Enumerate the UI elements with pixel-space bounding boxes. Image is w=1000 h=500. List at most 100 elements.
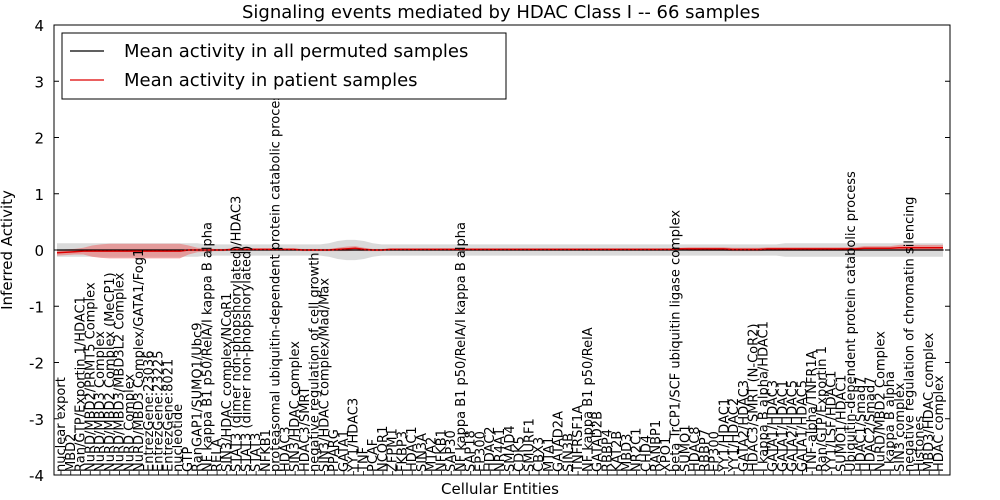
x-tick-label: CDK5 xyxy=(513,436,528,472)
x-tick-label: NFKB1 xyxy=(435,429,450,472)
x-tick-label: YY1/HDAC3 xyxy=(347,398,362,473)
x-tick-label: SIN3/HDAC complex/NCoR1 xyxy=(220,293,235,472)
x-tick-label: SIN3A xyxy=(415,433,430,472)
y-tick-label: 4 xyxy=(34,17,44,35)
x-tick-label: YY1/HDAC1 xyxy=(717,398,732,473)
x-tick-label: TNF xyxy=(356,447,371,473)
y-axis-ticks: -4 -3 -2 -1 0 1 2 3 4 xyxy=(29,17,950,485)
y-tick-label: -4 xyxy=(29,467,44,485)
x-tick-label: HDAC2/Smad7 xyxy=(864,377,879,472)
x-tick-label: XPO1 xyxy=(659,437,674,472)
x-tick-label: RanGAP1/SUMO1/Ubc9 xyxy=(191,323,206,472)
x-tick-label: NFKB1 xyxy=(259,429,274,472)
x-tick-label: SIN3/HDAC complex/Mad/Max xyxy=(317,278,332,472)
x-tick-label: SMURF1 xyxy=(522,418,537,472)
x-tick-label: NF kappa B1 p50/RelA/I kappa B alpha xyxy=(454,222,469,472)
band-patient xyxy=(57,243,943,259)
x-tick-label: GATAD2A xyxy=(552,411,567,472)
x-tick-label: HDAC complex xyxy=(932,375,947,472)
x-tick-label: STAT3 (dimer non-phopshorylated)/HDAC3 xyxy=(230,196,245,472)
x-tick-label: NuRD/MBD3 Complex/GATA1/Fog1 xyxy=(132,249,147,472)
x-tick-label: NuRD/MBD2/PRMT5 Complex xyxy=(83,282,98,472)
x-tick-label: Ran/GTP/Exportin 1/HDAC1 xyxy=(74,296,89,472)
x-tick-label: HDAC1 xyxy=(405,426,420,472)
x-tick-label: GATA2/HDAC3 xyxy=(737,380,752,472)
x-tick-label: HDAC3 xyxy=(278,426,293,472)
x-tick-label: EP300 xyxy=(708,431,723,472)
x-axis-label: Cellular Entities xyxy=(441,480,559,498)
y-tick-label: -1 xyxy=(29,298,44,316)
x-tick-label: GATA2/HDAC5 xyxy=(786,380,801,472)
x-tick-label: GATA1/HDAC3 xyxy=(766,380,781,472)
x-tick-label: Ubiquitin-dependent protein catabolic pr… xyxy=(844,171,859,472)
legend-label-permuted: Mean activity in all permuted samples xyxy=(124,41,468,62)
x-tick-label: SUMO1/HDAC1 xyxy=(834,375,849,472)
x-tick-label: EntrezGene:8021 xyxy=(161,359,176,472)
x-tick-label: NuRD/MBD3/MBD3L2 Complex xyxy=(113,272,128,472)
x-tick-label: HDAC2 xyxy=(483,426,498,472)
x-tick-label: nuclear export xyxy=(54,377,69,472)
y-tick-label: 0 xyxy=(34,242,44,260)
x-tick-label: SUMO1 xyxy=(678,425,693,473)
x-tick-label: YY1/HDAC2 xyxy=(727,398,742,473)
x-tick-label: CHD4 xyxy=(639,435,654,472)
x-tick-label: ZFPM1 xyxy=(386,428,401,472)
x-tick-label: SIN3B xyxy=(561,433,576,472)
x-tick-label: HDAC1/Smad7 xyxy=(854,377,869,472)
x-tick-label: NuRD/MBD2 Complex xyxy=(874,331,889,472)
chart-title: Signaling events mediated by HDAC Class … xyxy=(242,2,760,23)
x-tick-label: TNF-alpha/TNFR1A xyxy=(805,350,820,473)
x-tick-label: GATA1/HDAC1 xyxy=(776,380,791,472)
y-axis-label: Inferred Activity xyxy=(0,190,16,310)
x-tick-label: NuRD/MBD3 Complex xyxy=(93,331,108,472)
y-tick-label: 3 xyxy=(34,73,44,91)
x-tick-label: NCOR1 xyxy=(376,426,391,472)
x-tick-label: EP300 xyxy=(474,431,489,472)
x-tick-label: NuRD/MBD2 Complex (MeCP1) xyxy=(103,272,118,472)
x-tick-label: Ran/GTP/Exportin 1 xyxy=(815,346,830,472)
x-tick-label: HDAC3/SMRT xyxy=(298,386,313,472)
x-tick-label: Histones xyxy=(913,416,928,472)
x-tick-label: MBD3 xyxy=(620,434,635,472)
series-lines xyxy=(54,247,950,254)
x-tick-label: CBX3 xyxy=(532,437,547,472)
x-tick-label: STAT3 xyxy=(249,433,264,472)
x-tick-label: GTP xyxy=(181,446,196,472)
x-tick-label: RBBP4 xyxy=(600,429,615,472)
x-tick-label: SIN3 complex xyxy=(893,382,908,472)
x-tick-label: EntrezGene:23225 xyxy=(152,351,167,472)
x-tick-label: MBD3/HDAC complex xyxy=(922,332,937,472)
x-tick-label: negative regulation of cell growth xyxy=(308,252,323,472)
line-patient xyxy=(56,247,943,254)
x-tick-label: PCAF xyxy=(366,439,381,472)
x-tick-label: HDAC8 xyxy=(688,426,703,472)
x-tick-label: I kappa B alpha/HDAC1 xyxy=(756,321,771,472)
x-tick-label: NF kappa B1 p50/RelA/I kappa B alpha xyxy=(200,222,215,472)
x-tick-label: GATAD2B xyxy=(591,411,606,472)
x-tick-label: I kappa B alpha xyxy=(883,371,898,472)
x-tick-label: SIN3/HDAC complex xyxy=(288,341,303,472)
x-tick-label: beta TrCP1/SCF ubiquitin ligase complex xyxy=(669,210,684,472)
x-tick-label: GATA1 xyxy=(337,430,352,472)
x-tick-label: NR4A1 xyxy=(493,428,508,472)
x-tick-label: negative regulation of chromatin silenci… xyxy=(903,197,918,472)
x-tick-label: TNFRSF1A xyxy=(571,405,586,473)
y-tick-label: 2 xyxy=(34,130,44,148)
x-tick-label: MTA2 xyxy=(425,437,440,472)
legend-label-patient: Mean activity in patient samples xyxy=(124,70,418,91)
x-tick-label: NR2C1 xyxy=(630,428,645,472)
x-tick-label: STAT3 (dimer non-phopshorylated) xyxy=(239,246,254,472)
x-tick-label: NF kappa B1 p50/RelA xyxy=(581,327,596,472)
x-tick-label: SAP30 xyxy=(444,430,459,472)
x-tick-label: FKBP3 xyxy=(395,431,410,472)
y-tick-label: -3 xyxy=(29,411,44,429)
x-tick-label: SAP18 xyxy=(464,430,479,472)
y-tick-label: 1 xyxy=(34,186,44,204)
x-tick-label: EntrezGene:23036 xyxy=(142,351,157,472)
x-tick-label: MBD2 xyxy=(64,434,79,472)
x-tick-label: proteasomal ubiquitin-dependent protein … xyxy=(269,87,284,472)
x-tick-label: NuRD Complex xyxy=(122,374,137,472)
x-tick-label: RELA xyxy=(210,438,225,472)
